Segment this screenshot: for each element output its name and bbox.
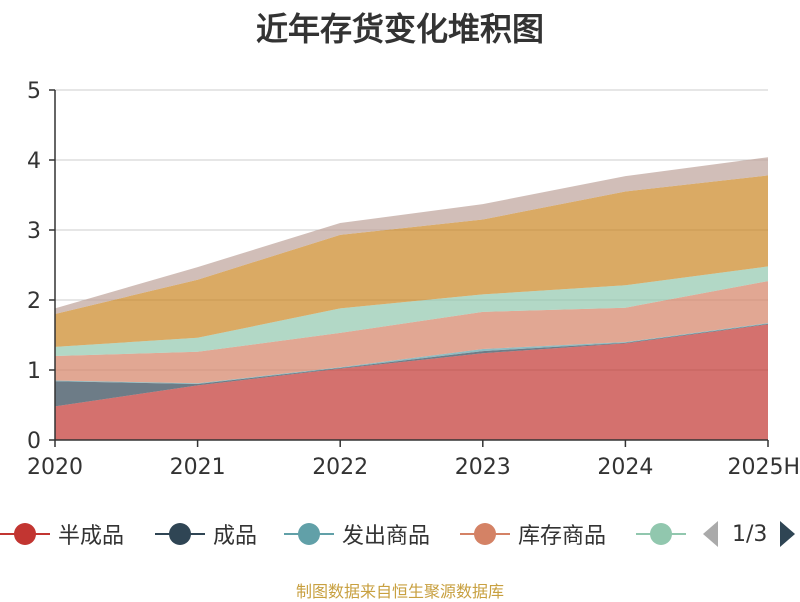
legend: 半成品 成品 发出商品 库存商品 1/3: [0, 512, 800, 556]
x-tick-label: 2025H: [727, 455, 800, 480]
area-series-3: [55, 281, 768, 384]
legend-label: 成品: [213, 524, 258, 549]
legend-pager: 1/3: [700, 512, 799, 556]
y-tick-label: 5: [27, 79, 41, 104]
y-tick-label: 3: [27, 219, 41, 244]
chevron-left-icon[interactable]: [700, 519, 722, 549]
chart-title: 近年存货变化堆积图: [255, 10, 544, 48]
legend-marker-dot: [650, 523, 672, 545]
legend-label: 发出商品: [342, 524, 431, 549]
area-series-7: [55, 157, 768, 314]
legend-marker-icon: [0, 523, 50, 545]
x-tick-label: 2020: [27, 455, 83, 480]
legend-page-indicator: 1/3: [732, 521, 768, 547]
x-tick-label: 2024: [597, 455, 653, 480]
area-series-4: [55, 266, 768, 356]
y-tick-label: 1: [27, 359, 41, 384]
legend-item-2[interactable]: 发出商品: [284, 512, 430, 556]
area-series-0: [55, 324, 768, 440]
data-source-note: 制图数据来自恒生聚源数据库: [295, 582, 504, 601]
x-tick-label: 2022: [312, 455, 368, 480]
legend-item-3[interactable]: 库存商品: [460, 512, 606, 556]
area-series-6: [55, 175, 768, 347]
legend-marker-dot: [298, 523, 320, 545]
legend-marker-icon: [284, 523, 334, 545]
y-tick-label: 0: [27, 429, 41, 454]
legend-item-1[interactable]: 成品: [155, 512, 257, 556]
legend-item-0[interactable]: 半成品: [0, 512, 124, 556]
legend-marker-icon: [636, 523, 686, 545]
legend-label: 半成品: [58, 524, 125, 549]
y-tick-label: 2: [27, 289, 41, 314]
legend-label: 库存商品: [518, 524, 607, 549]
legend-marker-dot: [14, 523, 36, 545]
legend-marker-icon: [155, 523, 205, 545]
legend-marker-icon: [460, 523, 510, 545]
legend-marker-dot: [169, 523, 191, 545]
legend-marker-dot: [474, 523, 496, 545]
chevron-right-icon[interactable]: [777, 519, 799, 549]
x-tick-label: 2021: [170, 455, 226, 480]
x-tick-label: 2023: [455, 455, 511, 480]
legend-item-4[interactable]: [636, 512, 686, 556]
y-tick-label: 4: [27, 149, 41, 174]
